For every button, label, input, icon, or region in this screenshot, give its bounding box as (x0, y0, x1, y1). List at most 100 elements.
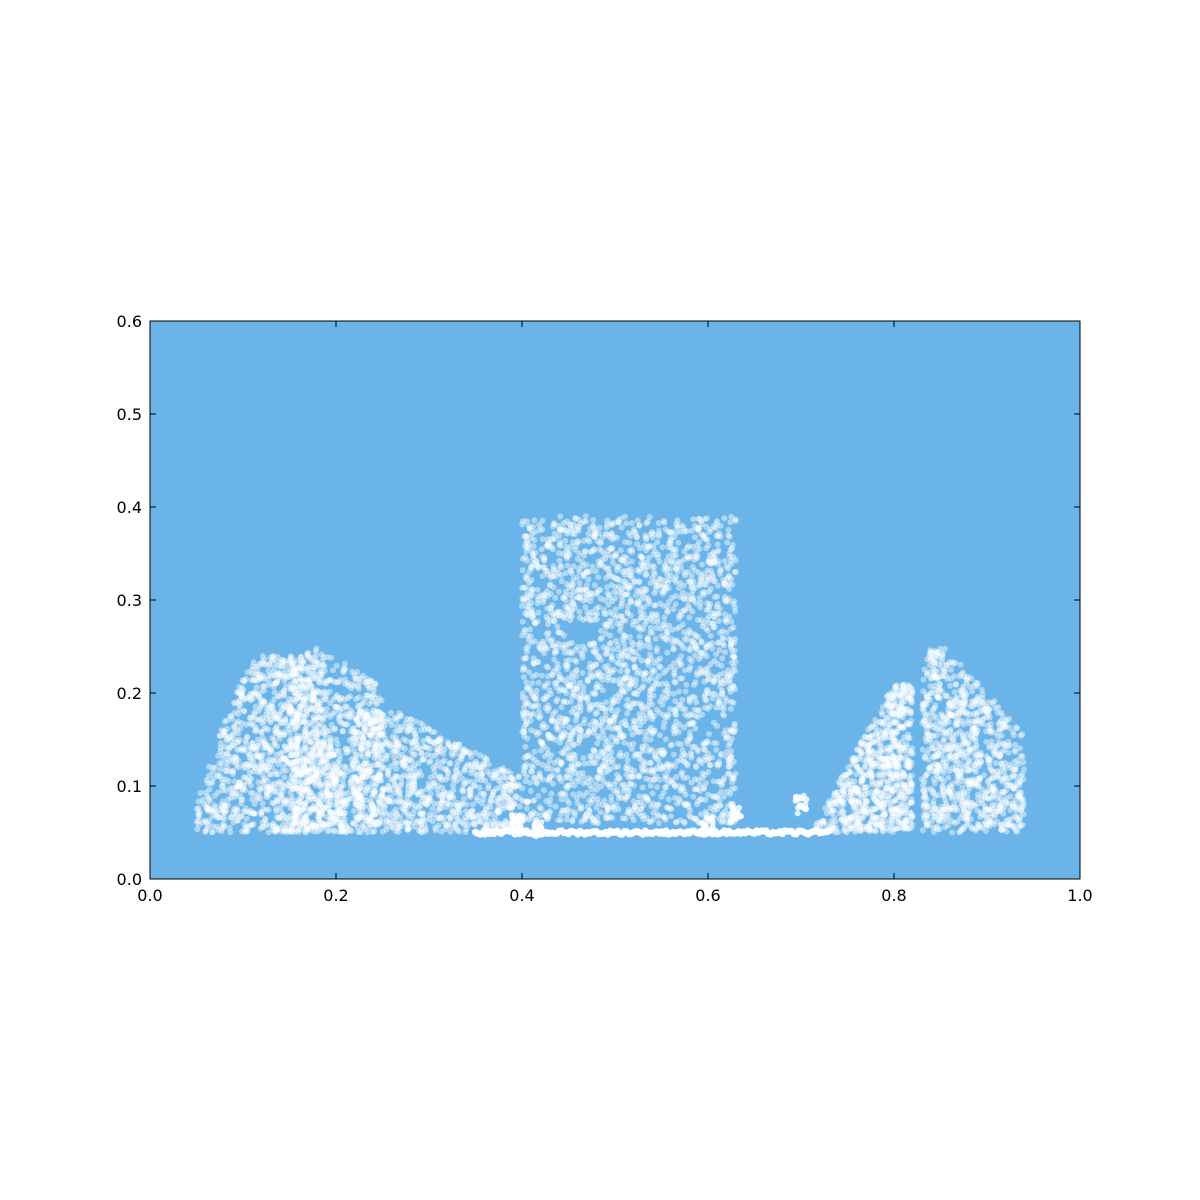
data-point (295, 806, 301, 813)
data-point (348, 828, 355, 835)
data-point (526, 541, 533, 548)
data-point (264, 777, 271, 784)
data-point (691, 534, 698, 541)
data-point (249, 796, 256, 803)
data-point (330, 788, 337, 794)
data-point (459, 752, 466, 759)
data-point (231, 700, 238, 707)
data-point (280, 706, 287, 712)
data-point (288, 797, 295, 804)
data-point (687, 807, 694, 814)
data-point (618, 781, 625, 788)
data-point (406, 756, 413, 763)
data-point (260, 687, 267, 694)
data-point (531, 695, 538, 701)
data-point (716, 605, 723, 612)
data-point (524, 752, 531, 759)
data-point (548, 790, 555, 797)
data-point (237, 746, 243, 753)
data-point (229, 758, 236, 765)
data-point (258, 675, 265, 682)
data-point (724, 575, 731, 582)
data-point (240, 746, 247, 753)
data-point (397, 814, 404, 821)
data-point (332, 817, 338, 824)
data-point (713, 651, 720, 658)
data-point (251, 689, 258, 696)
data-point (698, 617, 705, 624)
data-point (307, 777, 314, 784)
data-point (580, 552, 587, 559)
data-point (418, 772, 425, 779)
data-point (247, 714, 254, 721)
data-point (298, 701, 305, 708)
data-point (222, 767, 229, 774)
data-point (522, 695, 529, 702)
data-point (668, 559, 675, 566)
data-point (447, 801, 454, 808)
data-point (259, 772, 266, 779)
data-point (706, 528, 713, 535)
data-point (654, 657, 661, 664)
data-point (725, 667, 732, 674)
data-point (525, 643, 532, 650)
data-point (721, 611, 728, 618)
data-point (336, 807, 343, 814)
data-point (250, 758, 257, 765)
data-point (597, 595, 604, 602)
data-point (596, 653, 603, 660)
data-point (340, 800, 347, 807)
data-point (372, 811, 379, 818)
data-point (565, 740, 572, 747)
data-point (651, 777, 658, 784)
data-point (255, 753, 262, 760)
data-point (317, 669, 324, 676)
data-point (226, 746, 232, 753)
data-point (702, 771, 708, 778)
data-point (447, 828, 454, 835)
data-point (617, 603, 624, 610)
data-point (378, 809, 385, 816)
data-point (270, 683, 277, 690)
data-point (625, 530, 632, 536)
data-point (318, 651, 325, 658)
data-point (368, 725, 374, 732)
data-point (547, 733, 554, 740)
data-point (539, 739, 546, 746)
data-point (708, 568, 715, 575)
data-point (242, 774, 249, 781)
data-point (463, 808, 469, 815)
data-point (261, 698, 268, 705)
data-point (294, 683, 301, 690)
data-point (563, 663, 570, 670)
data-point (250, 810, 257, 817)
data-point (628, 745, 635, 752)
data-point (723, 733, 730, 740)
data-point (343, 825, 350, 832)
data-point (647, 736, 654, 743)
data-point (469, 820, 476, 827)
data-point (264, 715, 270, 722)
data-point (646, 542, 653, 549)
data-point (682, 688, 689, 695)
data-point (371, 754, 378, 761)
data-point (247, 744, 254, 751)
data-point (695, 798, 701, 805)
data-point (278, 791, 285, 798)
data-point (290, 759, 297, 765)
data-point (236, 783, 243, 790)
data-point (705, 575, 712, 582)
data-point (554, 718, 561, 724)
data-point (588, 777, 595, 784)
data-point (221, 822, 228, 829)
data-point (298, 683, 305, 690)
data-point (589, 786, 595, 792)
data-point (569, 778, 576, 784)
data-point (288, 822, 295, 829)
data-point (317, 793, 324, 800)
data-point (331, 752, 338, 758)
data-point (385, 770, 392, 777)
data-point (246, 778, 253, 784)
data-point (570, 741, 577, 748)
data-point (576, 723, 583, 730)
